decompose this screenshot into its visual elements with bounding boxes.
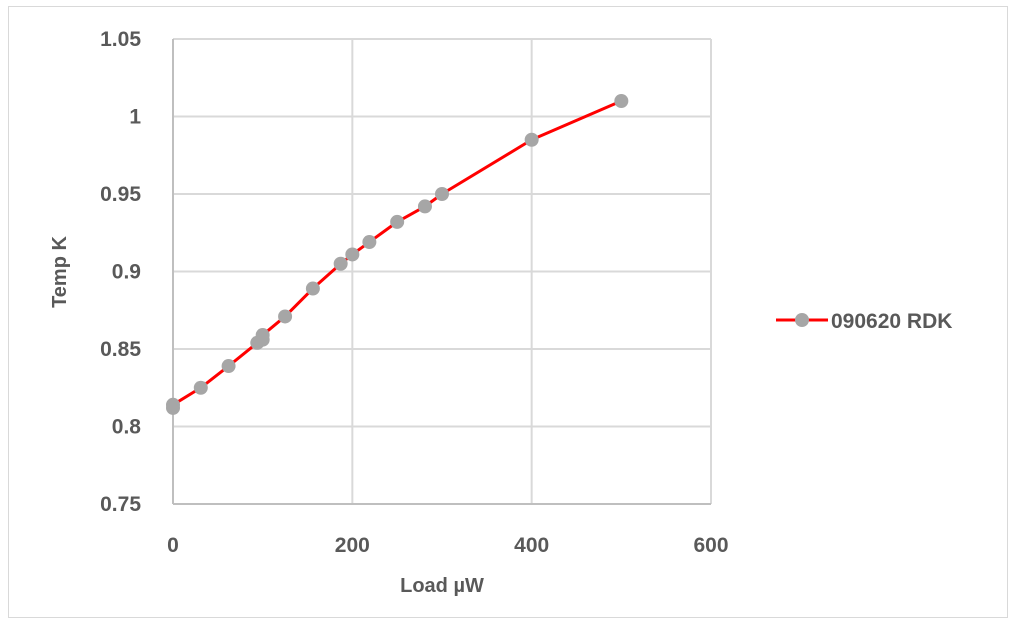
axes <box>172 39 711 505</box>
series-line <box>171 99 622 408</box>
x-tick-label: 400 <box>514 534 549 557</box>
x-tick-label: 0 <box>167 534 179 557</box>
data-point <box>305 281 320 296</box>
data-point <box>417 199 432 214</box>
y-tick-label: 1 <box>129 106 141 129</box>
legend: 090620 RDK <box>776 310 952 333</box>
y-tick-label: 0.95 <box>100 183 141 206</box>
data-point <box>221 359 236 374</box>
x-tick-label: 600 <box>693 534 728 557</box>
y-tick-label: 0.75 <box>100 493 141 516</box>
x-axis-title: Load µW <box>400 575 484 597</box>
y-axis-title: Temp K <box>49 236 71 308</box>
data-point <box>278 309 293 324</box>
x-tick-label: 200 <box>335 534 370 557</box>
y-tick-label: 0.85 <box>100 338 141 361</box>
data-point <box>390 214 405 229</box>
y-tick-label: 0.9 <box>112 261 141 284</box>
data-point <box>255 328 270 343</box>
chart-frame <box>8 6 1008 618</box>
data-point <box>435 187 449 201</box>
data-point <box>345 247 360 262</box>
data-point <box>333 256 348 271</box>
series-layer <box>166 94 629 415</box>
data-point <box>362 235 377 250</box>
legend-label: 090620 RDK <box>831 310 952 333</box>
data-point <box>166 397 180 412</box>
y-tick-label: 1.05 <box>100 28 141 51</box>
data-point <box>614 94 629 108</box>
y-tick-label: 0.8 <box>112 416 142 439</box>
legend-marker-swatch <box>795 313 809 327</box>
data-point <box>193 380 208 395</box>
gridlines <box>172 38 712 505</box>
tick-labels: 0.75 0.8 0.85 0.9 0.95 1 1.05 0 200 400 600 <box>100 28 728 557</box>
data-point <box>524 132 539 147</box>
